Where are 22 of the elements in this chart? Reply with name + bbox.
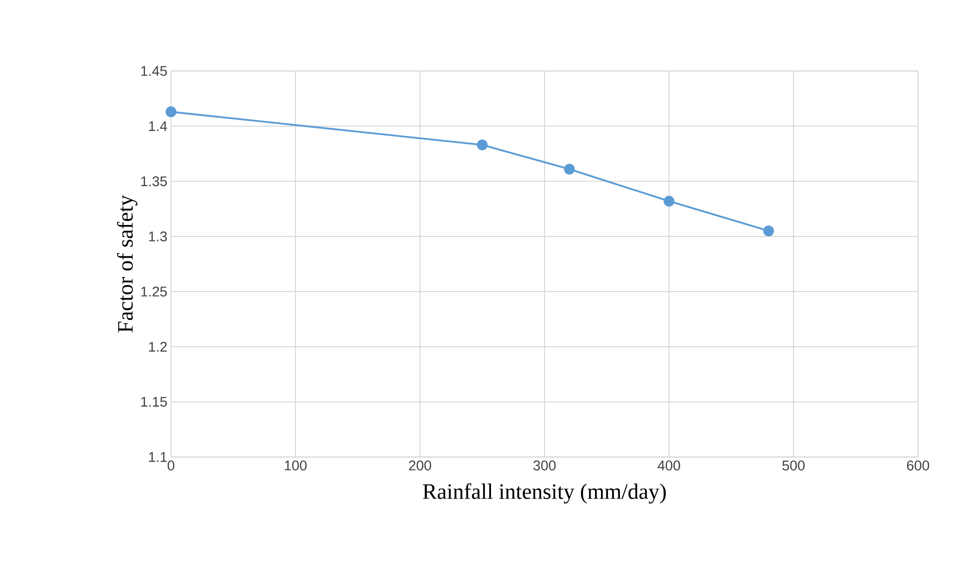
y-axis-title: Factor of safety xyxy=(117,195,138,332)
x-tick-label: 0 xyxy=(168,460,174,470)
point xyxy=(564,164,575,175)
y-tick-label: 1.15 xyxy=(141,396,167,407)
x-tick-label: 100 xyxy=(284,460,307,470)
y-tick-label: 1.25 xyxy=(141,286,167,297)
x-tick-label: 500 xyxy=(782,460,805,470)
y-tick-label: 1.35 xyxy=(141,176,167,186)
x-tick-label: 200 xyxy=(409,460,432,470)
x-axis-title: Rainfall intensity (mm/day) xyxy=(422,483,666,504)
y-tick-label: 1.1 xyxy=(149,452,167,462)
point xyxy=(476,139,488,150)
x-tick-label: 400 xyxy=(658,460,680,470)
y-tick-label: 1.4 xyxy=(149,121,168,131)
y-tick-label: 1.2 xyxy=(149,342,167,352)
point xyxy=(763,226,774,236)
point xyxy=(664,196,674,207)
x-tick-label: 600 xyxy=(907,460,930,470)
y-tick-label: 1.3 xyxy=(149,231,167,242)
y-tick-label: 1.45 xyxy=(141,66,167,76)
point xyxy=(166,106,176,118)
x-tick-label: 300 xyxy=(533,460,556,470)
